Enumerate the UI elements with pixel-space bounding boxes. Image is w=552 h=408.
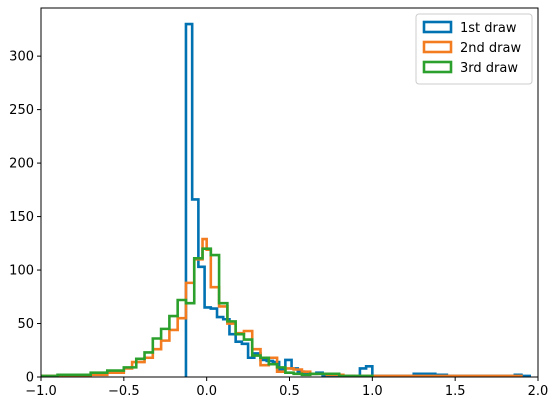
histogram-step-2 [41, 237, 523, 377]
x-tick-label: 2.0 [528, 384, 549, 399]
x-tick-label: −0.5 [108, 384, 140, 399]
legend-swatch-2 [422, 40, 453, 54]
legend: 1st draw 2nd draw 3rd draw [415, 13, 533, 85]
y-tick-label: 100 [9, 264, 34, 279]
y-tick-label: 200 [9, 157, 34, 172]
legend-label-1: 1st draw [460, 21, 517, 36]
x-tick-label: 1.0 [362, 384, 383, 399]
series-3 [41, 247, 374, 377]
series-2 [41, 237, 523, 377]
axes-layer: −1.0 −0.5 0.0 0.5 1.0 1.5 2.0 0 50 100 150 200 250 30… [9, 7, 549, 399]
legend-label-3: 3rd draw [460, 61, 518, 76]
legend-swatch-1 [422, 20, 453, 34]
y-tick-label: 150 [9, 210, 34, 225]
histogram-step-1 [184, 22, 532, 377]
y-tick-label: 50 [17, 317, 34, 332]
x-tick-label: −1.0 [25, 384, 57, 399]
legend-label-2: 2nd draw [460, 41, 521, 56]
x-tick-label: 0.0 [196, 384, 217, 399]
series-1 [184, 22, 532, 377]
y-tick-label: 300 [9, 50, 34, 65]
series-layer [41, 22, 532, 377]
x-tick-label: 1.5 [445, 384, 466, 399]
y-tick-label: 250 [9, 103, 34, 118]
legend-swatch-3 [422, 60, 453, 74]
histogram-step-3 [41, 247, 374, 377]
x-tick-label: 0.5 [279, 384, 300, 399]
y-tick-label: 0 [26, 371, 34, 386]
